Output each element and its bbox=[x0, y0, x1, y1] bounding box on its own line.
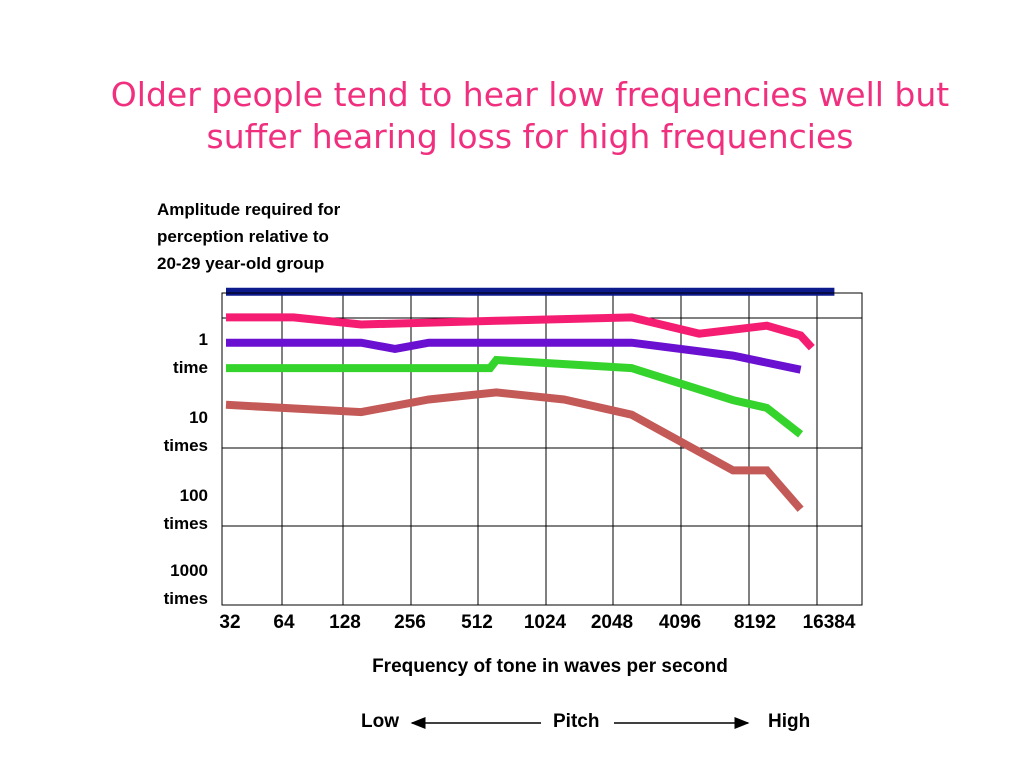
x-tick-16384: 16384 bbox=[802, 612, 856, 633]
x-tick-2048: 2048 bbox=[590, 612, 634, 633]
series-line-4 bbox=[226, 355, 804, 438]
x-tick-64: 64 bbox=[273, 612, 295, 633]
y-tick-100: 100 times bbox=[140, 482, 208, 538]
y-tick-100-value: 100 bbox=[179, 486, 208, 505]
pitch-high-label: High bbox=[768, 711, 811, 732]
y-tick-1000: 1000 times bbox=[140, 557, 208, 613]
y-axis-title: Amplitude required for perception relati… bbox=[157, 196, 417, 277]
series-line-3 bbox=[226, 338, 802, 374]
x-tick-8192: 8192 bbox=[733, 612, 777, 633]
plot-frame bbox=[221, 292, 863, 606]
pitch-low-label: Low bbox=[361, 711, 399, 732]
y-axis-title-line-1: Amplitude required for bbox=[157, 200, 341, 219]
y-tick-1-value: 1 bbox=[198, 330, 208, 349]
x-tick-32: 32 bbox=[219, 612, 241, 633]
title-line-1: Older people tend to hear low frequencie… bbox=[110, 75, 950, 114]
y-tick-10-unit: times bbox=[163, 436, 208, 455]
y-tick-1000-unit: times bbox=[163, 589, 208, 608]
series-lines bbox=[225, 287, 835, 512]
x-tick-128: 128 bbox=[329, 612, 361, 633]
y-tick-1000-value: 1000 bbox=[170, 561, 208, 580]
series-line-2 bbox=[226, 313, 815, 351]
y-tick-1: 1 time bbox=[140, 326, 208, 382]
x-tick-256: 256 bbox=[394, 612, 426, 633]
slide-title: Older people tend to hear low frequencie… bbox=[60, 74, 1000, 158]
pitch-label: Pitch bbox=[553, 711, 600, 732]
series-line-5 bbox=[225, 388, 804, 512]
y-tick-10: 10 times bbox=[140, 404, 208, 460]
y-axis-title-line-2: perception relative to bbox=[157, 227, 329, 246]
y-axis-title-line-3: 20-29 year-old group bbox=[157, 254, 325, 273]
x-axis-title: Frequency of tone in waves per second bbox=[372, 656, 728, 677]
y-tick-1-unit: time bbox=[173, 358, 208, 377]
title-line-2: suffer hearing loss for high frequencies bbox=[206, 117, 854, 156]
x-tick-512: 512 bbox=[461, 612, 493, 633]
y-tick-10-value: 10 bbox=[189, 408, 208, 427]
x-tick-1024: 1024 bbox=[523, 612, 567, 633]
y-tick-100-unit: times bbox=[163, 514, 208, 533]
x-tick-4096: 4096 bbox=[658, 612, 702, 633]
